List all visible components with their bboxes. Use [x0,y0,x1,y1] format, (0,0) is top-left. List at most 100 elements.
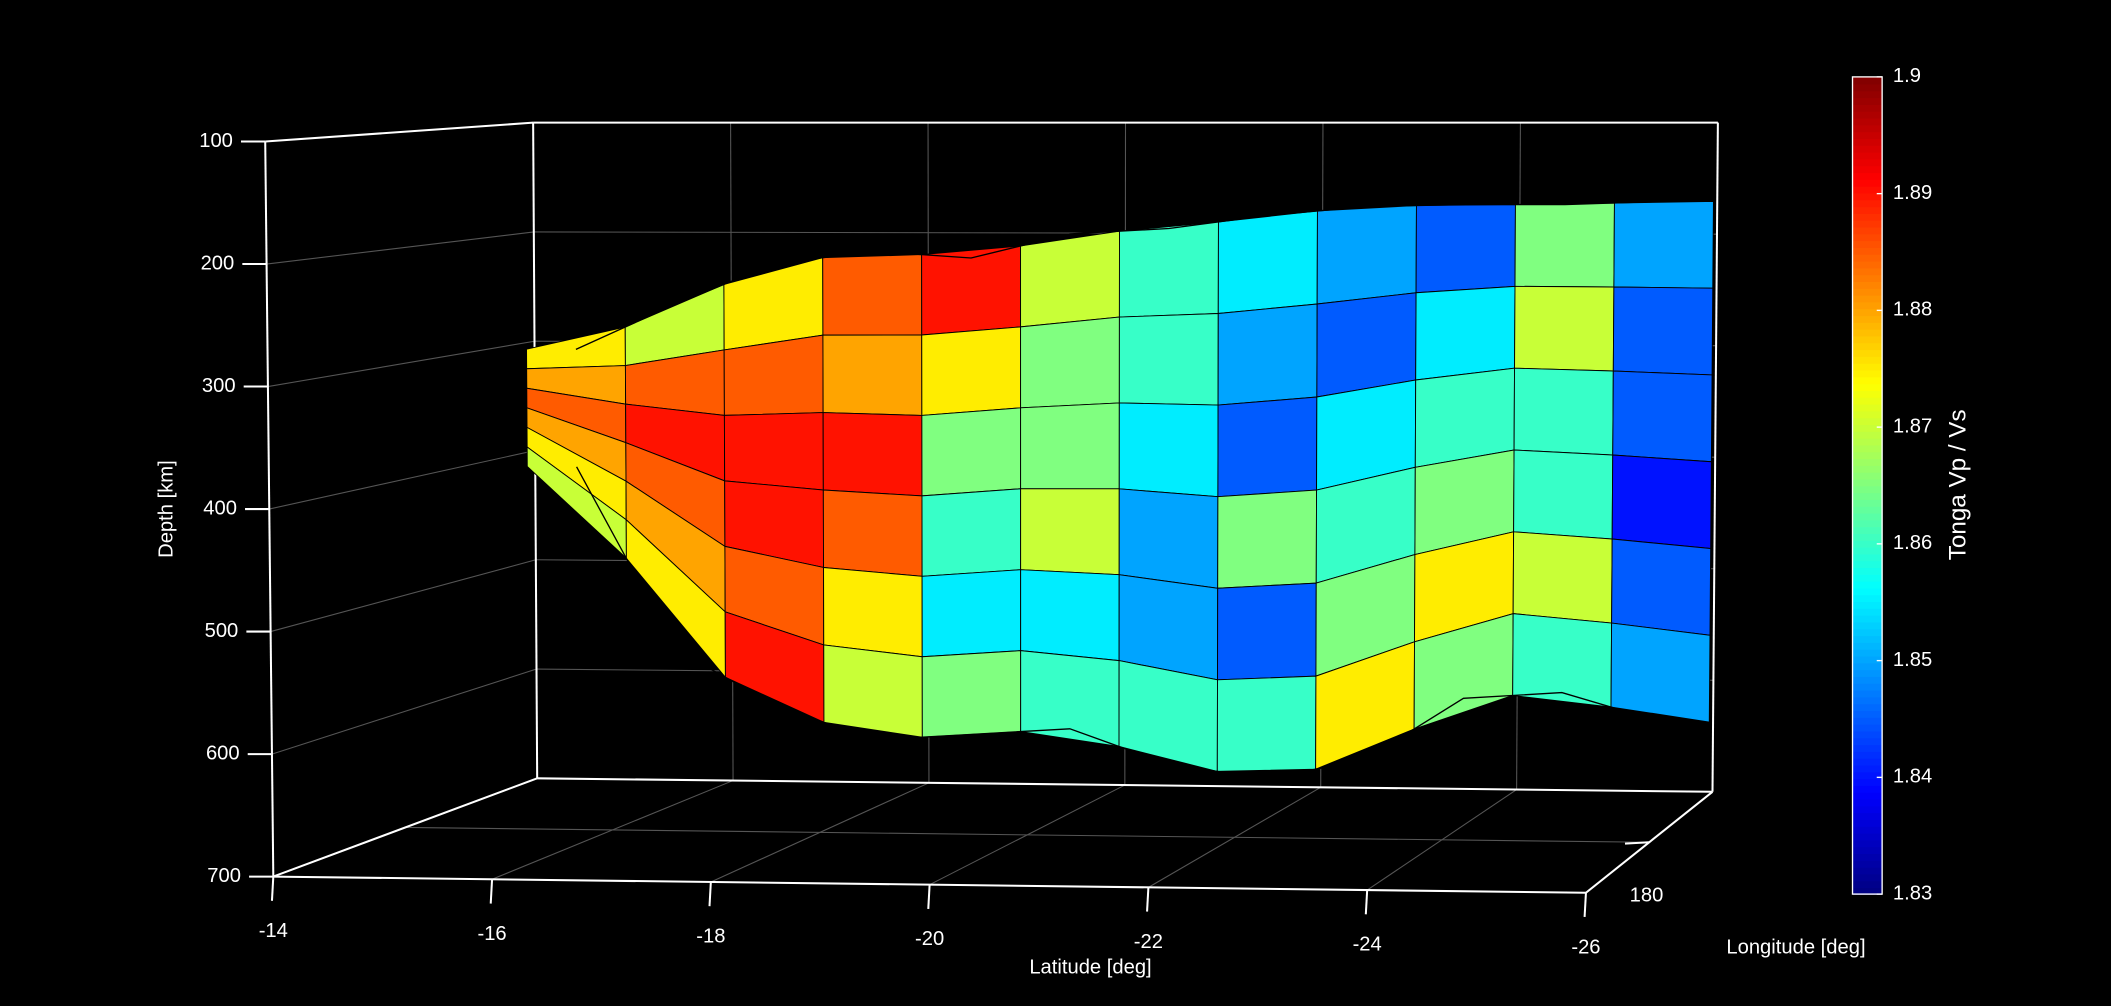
surface-cell [1611,454,1712,550]
grid-line [266,231,534,265]
colorbar-segment [1852,499,1883,507]
colorbar-segment [1852,396,1883,405]
colorbar-segment [1852,621,1883,630]
colorbar-segment [1852,288,1883,296]
colorbar-segment [1852,812,1883,820]
surface-cell [822,412,923,497]
colorbar-segment [1852,315,1883,323]
colorbar-segment [1852,185,1883,194]
colorbar-segment [1852,253,1883,262]
colorbar-segment [1852,676,1883,684]
surface-cell [1118,488,1219,589]
colorbar-segment [1852,281,1883,289]
colorbar-segment [1852,90,1883,99]
axis-edge [272,777,538,878]
colorbar-segment [1852,648,1883,657]
surface-cell [921,245,1022,336]
z-tick-label: 400 [203,497,237,519]
colorbar-segment [1852,328,1883,337]
colorbar-segment [1852,512,1883,521]
colorbar-segment [1852,826,1883,834]
colorbar-segment [1852,574,1883,582]
surface-cell [1612,286,1714,376]
surface-cell [823,644,923,738]
colorbar-segment [1852,144,1883,153]
y-tick-label: 180 [1630,884,1664,906]
colorbar-segment [1852,628,1883,637]
colorbar-segment [1852,689,1883,698]
surface-edge [575,200,1664,350]
x-tick-label: -14 [259,920,288,942]
surface-cell [1611,538,1712,636]
colorbar-segment [1852,444,1883,453]
colorbar-segment [1852,737,1883,746]
colorbar-segment [1852,403,1883,412]
colorbar-segment [1852,356,1883,364]
surface-cell [1316,292,1417,398]
surface-cell [1610,622,1711,723]
colorbar-segment [1852,839,1883,848]
x-tick-label: -24 [1353,934,1382,956]
colorbar-segment [1852,226,1883,235]
z-tick-label: 600 [206,742,240,764]
colorbar-segment [1852,791,1883,800]
colorbar-tick-label: 1.88 [1893,299,1932,321]
surface-cell [1512,531,1613,624]
colorbar-segment [1852,206,1883,214]
surface-cell [1020,230,1120,328]
y-axis-label: Longitude [deg] [1726,936,1865,958]
z-tick-label: 200 [201,252,235,274]
colorbar-segment [1852,192,1883,201]
colorbar-tick-label: 1.86 [1893,532,1932,554]
colorbar-segment [1852,471,1883,480]
colorbar-segment [1852,478,1883,487]
surface-cell [1217,210,1318,315]
colorbar-segment [1852,260,1883,269]
surface-edge [576,466,1661,780]
colorbar-segment [1852,83,1883,92]
colorbar-segment [1852,723,1883,732]
colorbar-frame [1851,76,1883,895]
colorbar-segment [1852,124,1883,133]
grid-line [269,449,536,510]
surface-cell [921,326,1022,416]
colorbar-segment [1852,349,1883,357]
colorbar-segment [1852,505,1883,514]
colorbar-segment [1852,771,1883,780]
colorbar-segment [1852,199,1883,208]
axis-edge [1711,122,1719,792]
colorbar-segment [1852,383,1883,391]
x-tick-label: -26 [1571,936,1600,958]
colorbar-segment [1852,110,1883,119]
x-axis-label: Latitude [deg] [1029,956,1151,978]
x-tick-label: -16 [477,923,506,945]
colorbar-segment [1852,151,1883,160]
tick-mark [1146,887,1150,912]
colorbar-segment [1852,785,1883,793]
surface-cell [1216,675,1317,772]
tick-mark [708,881,712,907]
grid-line [267,340,535,388]
colorbar-segment [1852,635,1883,643]
z-tick-label: 500 [205,620,239,642]
colorbar-segment [1852,744,1883,752]
surface-cell [1613,200,1714,289]
colorbar-segment [1852,322,1883,330]
tick-mark [1624,841,1650,845]
surface-cell [823,566,923,658]
colorbar-segment [1852,301,1883,310]
colorbar-segment [1852,730,1883,739]
colorbar-segment [1852,682,1883,691]
surface-cell [921,650,1022,738]
colorbar-segment [1852,97,1883,105]
colorbar-segment [1852,866,1883,875]
colorbar-segment [1852,431,1883,439]
colorbar-segment [1852,424,1883,432]
colorbar-segment [1852,669,1883,677]
surface-cell [921,569,1022,658]
surface-cell [1514,202,1615,288]
colorbar-segment [1852,594,1883,603]
colorbar-segment [1852,757,1883,766]
tick-mark [1364,890,1369,915]
